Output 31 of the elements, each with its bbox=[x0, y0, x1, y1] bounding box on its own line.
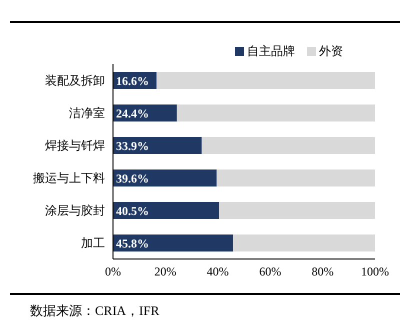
x-tick-label: 0% bbox=[105, 264, 121, 279]
bar bbox=[113, 202, 220, 219]
data-label: 39.6% bbox=[116, 172, 149, 186]
x-tick-label: 20% bbox=[154, 264, 176, 279]
legend-label: 外资 bbox=[318, 43, 343, 60]
bar bbox=[113, 234, 233, 252]
y-tick-label: 加工 bbox=[81, 236, 105, 250]
data-label: 24.4% bbox=[116, 106, 149, 120]
data-label: 40.5% bbox=[116, 204, 149, 218]
bar bbox=[232, 234, 375, 252]
bar bbox=[202, 137, 375, 154]
legend-label: 自主品牌 bbox=[246, 43, 295, 60]
data-label: 33.9% bbox=[116, 139, 149, 153]
y-tick-label: 涂层与胶封 bbox=[45, 204, 105, 218]
y-tick-label: 搬运与上下料 bbox=[33, 171, 105, 186]
data-label: 45.8% bbox=[116, 236, 149, 250]
y-tick-label: 洁净室 bbox=[69, 106, 105, 120]
bar bbox=[176, 104, 375, 122]
x-tick-label: 60% bbox=[259, 264, 282, 279]
x-tick-label: 40% bbox=[206, 264, 229, 279]
bar bbox=[113, 137, 202, 154]
y-tick-label: 焊接与钎焊 bbox=[45, 138, 105, 153]
bar bbox=[113, 170, 217, 186]
y-tick-label: 装配及拆卸 bbox=[45, 74, 105, 88]
x-tick-label: 100% bbox=[361, 264, 389, 279]
source-note: 数据来源：CRIA，IFR bbox=[30, 302, 160, 320]
bar bbox=[156, 72, 375, 89]
x-tick-label: 80% bbox=[312, 264, 334, 279]
bar bbox=[219, 202, 375, 219]
data-label: 16.6% bbox=[116, 74, 149, 88]
bar bbox=[216, 170, 375, 186]
